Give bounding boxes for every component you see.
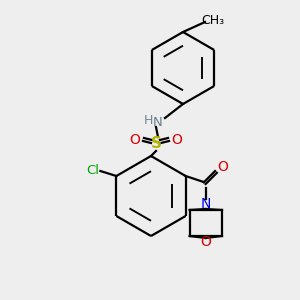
Text: O: O: [172, 133, 182, 147]
Text: S: S: [151, 136, 161, 152]
Text: CH₃: CH₃: [201, 14, 225, 28]
Text: N: N: [153, 116, 163, 128]
Text: H: H: [143, 115, 153, 128]
Text: O: O: [200, 235, 211, 249]
Text: Cl: Cl: [86, 164, 99, 178]
Text: O: O: [130, 133, 140, 147]
Text: O: O: [217, 160, 228, 174]
Text: N: N: [200, 197, 211, 211]
